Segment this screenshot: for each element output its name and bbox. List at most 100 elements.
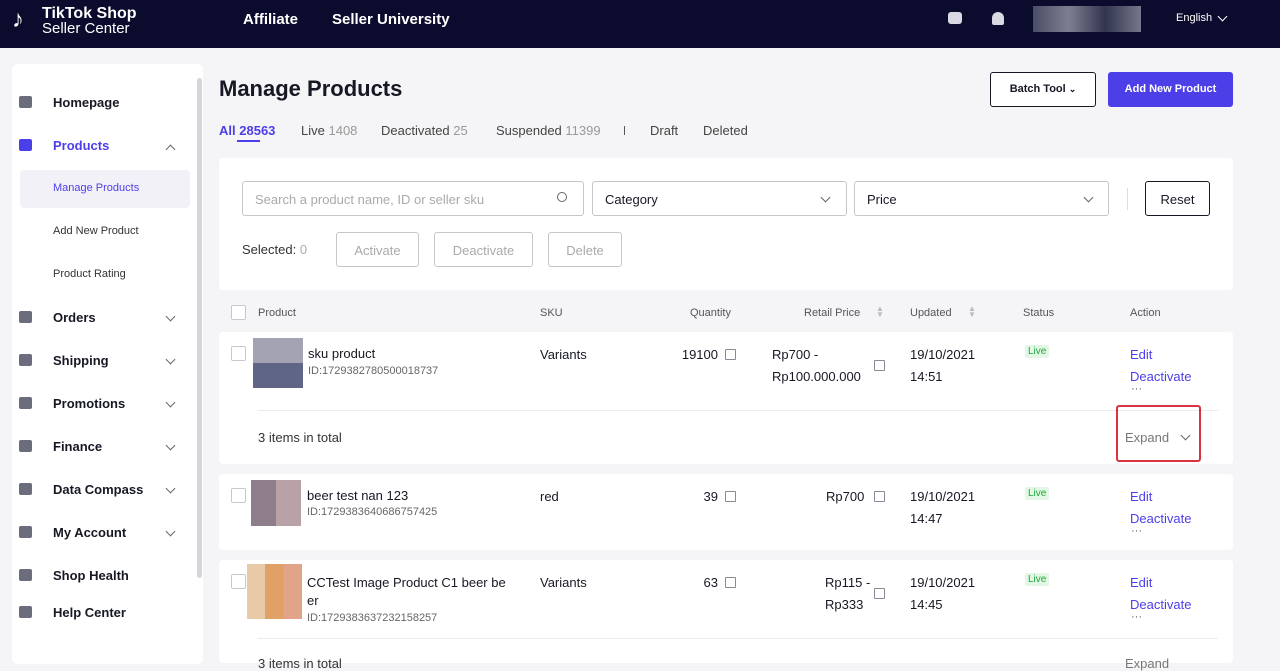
menu-item[interactable]: Promotions xyxy=(53,396,126,411)
quantity: 63 xyxy=(703,575,718,590)
submenu-item[interactable]: Manage Products xyxy=(53,182,140,194)
tab[interactable]: All 28563 xyxy=(219,123,275,138)
filter-card xyxy=(219,158,1233,290)
edit-icon[interactable] xyxy=(874,588,885,599)
edit-icon[interactable] xyxy=(725,349,736,360)
edit-icon[interactable] xyxy=(725,491,736,502)
edit-icon[interactable] xyxy=(725,577,736,588)
price-select[interactable]: Price xyxy=(854,181,1109,216)
reset-button[interactable]: Reset xyxy=(1145,181,1210,216)
edit-icon[interactable] xyxy=(874,491,885,502)
product-name[interactable]: beer test nan 123 xyxy=(307,488,409,503)
more-menu[interactable]: ··· xyxy=(1131,525,1142,537)
product-name[interactable]: CCTest Image Product C1 beer be er xyxy=(307,575,506,608)
active-item-bg xyxy=(20,170,190,208)
account-name-blurred[interactable] xyxy=(1033,6,1141,32)
checkbox[interactable] xyxy=(231,305,246,320)
menu-icon xyxy=(19,606,32,618)
menu-icon xyxy=(19,139,32,151)
logo-subtext: Seller Center xyxy=(42,20,130,37)
menu-item[interactable]: Shipping xyxy=(53,353,109,368)
status-badge: Live xyxy=(1025,573,1050,586)
checkbox[interactable] xyxy=(231,574,246,589)
language-selector[interactable]: English xyxy=(1176,12,1213,24)
expand-button[interactable]: Expand xyxy=(1125,656,1170,671)
expand-button[interactable]: Expand xyxy=(1125,430,1170,445)
delete-button[interactable]: Delete xyxy=(548,232,622,267)
menu-item[interactable]: Products xyxy=(53,138,110,153)
edit-link[interactable]: Edit xyxy=(1130,489,1153,504)
deactivate-link[interactable]: Deactivate xyxy=(1130,369,1192,384)
button-label: Batch Tool xyxy=(1009,83,1066,95)
menu-item[interactable]: Finance xyxy=(53,439,103,454)
selected-label: Selected: 0 xyxy=(242,242,307,257)
menu-icon xyxy=(19,483,32,495)
menu-item[interactable]: Help Center xyxy=(53,605,126,620)
search-icon xyxy=(557,192,567,202)
tab[interactable]: Draft xyxy=(650,123,679,138)
logo-text: TikTok Shop xyxy=(42,5,137,22)
more-menu[interactable]: ··· xyxy=(1131,611,1142,623)
search-input[interactable]: Search a product name, ID or seller sku xyxy=(242,181,584,216)
deactivate-link[interactable]: Deactivate xyxy=(1130,511,1192,526)
tab-count: 11399 xyxy=(565,123,601,138)
column-header[interactable]: Updated xyxy=(910,307,952,319)
column-header[interactable]: Retail Price xyxy=(804,307,861,319)
activate-button[interactable]: Activate xyxy=(336,232,419,267)
tab-label: Suspended xyxy=(496,123,562,138)
notification-icon[interactable] xyxy=(992,12,1004,25)
menu-item[interactable]: My Account xyxy=(53,525,127,540)
edit-link[interactable]: Edit xyxy=(1130,347,1153,362)
batch-tool-button[interactable]: Batch Tool ⌄ xyxy=(990,72,1096,107)
tab-count: 28563 xyxy=(239,123,276,138)
category-select[interactable]: Category xyxy=(592,181,847,216)
product-row xyxy=(219,474,1233,550)
menu-item[interactable]: Data Compass xyxy=(53,482,144,497)
menu-item[interactable]: Shop Health xyxy=(53,568,129,583)
nav-link[interactable]: Affiliate xyxy=(243,11,299,28)
divider xyxy=(258,410,1218,411)
product-name[interactable]: sku product xyxy=(308,346,376,361)
deactivate-button[interactable]: Deactivate xyxy=(434,232,533,267)
tab-count: 1408 xyxy=(328,123,358,138)
page-title: Manage Products xyxy=(219,76,403,101)
tab[interactable]: Live 1408 xyxy=(301,123,357,138)
items-total: 3 items in total xyxy=(258,430,342,445)
sidebar xyxy=(12,64,203,664)
submenu-item[interactable]: Product Rating xyxy=(53,268,126,280)
tab[interactable]: Deactivated 25 xyxy=(381,123,468,138)
checkbox[interactable] xyxy=(231,346,246,361)
edit-icon[interactable] xyxy=(874,360,885,371)
divider xyxy=(1127,188,1128,210)
highlight-box xyxy=(1116,405,1201,462)
quantity: 19100 xyxy=(681,347,718,362)
checkbox[interactable] xyxy=(231,488,246,503)
menu-item[interactable]: Orders xyxy=(53,310,96,325)
message-icon[interactable] xyxy=(948,12,962,24)
submenu-item[interactable]: Add New Product xyxy=(53,225,139,237)
price: Rp100.000.000 xyxy=(772,369,861,384)
nav-link[interactable]: Seller University xyxy=(332,11,450,28)
sku: Variants xyxy=(540,347,587,362)
updated-date: 19/10/2021 xyxy=(910,347,976,362)
sort-icon[interactable]: ▲ ▼ xyxy=(968,304,976,319)
price: Rp333 xyxy=(825,597,864,612)
price: Rp115 - xyxy=(825,575,871,590)
divider xyxy=(624,126,625,135)
divider xyxy=(258,638,1218,639)
product-id: ID:1729383637232158257 xyxy=(307,612,438,624)
column-header: Action xyxy=(1130,307,1161,319)
sort-icon[interactable]: ▲ ▼ xyxy=(876,304,884,319)
edit-link[interactable]: Edit xyxy=(1130,575,1153,590)
tab[interactable]: Deleted xyxy=(703,123,748,138)
label: Selected: xyxy=(242,242,297,257)
add-product-button[interactable]: Add New Product xyxy=(1108,72,1233,107)
menu-item[interactable]: Homepage xyxy=(53,95,120,110)
tab[interactable]: Suspended 11399 xyxy=(496,123,601,138)
status-badge: Live xyxy=(1025,487,1050,500)
deactivate-link[interactable]: Deactivate xyxy=(1130,597,1192,612)
chevron xyxy=(1217,11,1228,22)
more-menu[interactable]: ··· xyxy=(1131,383,1142,395)
menu-icon xyxy=(19,96,32,108)
